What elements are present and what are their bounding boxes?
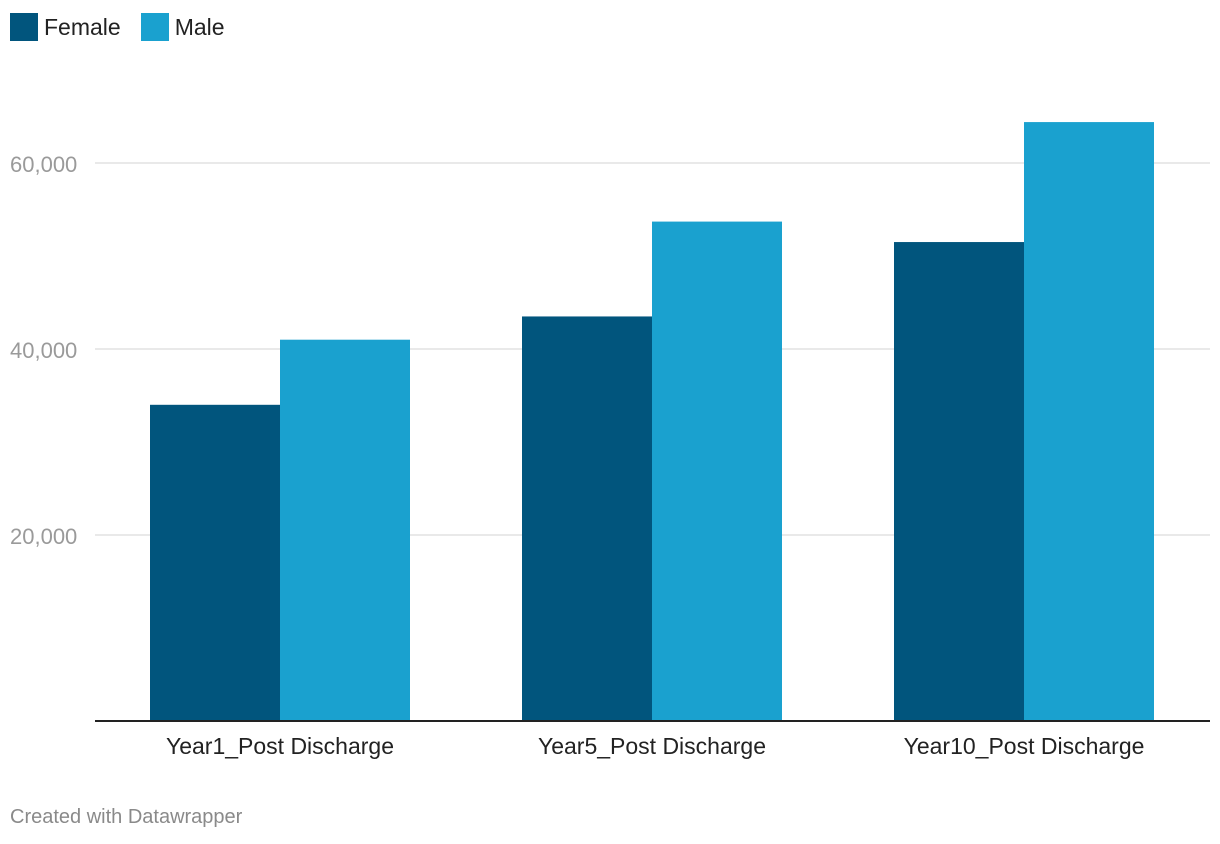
legend-swatch <box>140 13 169 41</box>
legend-swatch <box>10 13 38 41</box>
y-tick-label: 40,000 <box>10 338 77 363</box>
bar-male-3 <box>1024 122 1154 721</box>
legend-item-female: Female <box>10 13 121 41</box>
y-tick-label: 20,000 <box>10 524 77 549</box>
bar-male-1 <box>280 339 410 721</box>
legend-label: Female <box>44 13 121 40</box>
bar-female-2 <box>522 316 652 721</box>
legend: Female Male <box>10 12 245 42</box>
bar-female-1 <box>150 404 280 721</box>
x-tick-label: Year5_Post Discharge <box>538 733 766 759</box>
x-tick-label: Year1_Post Discharge <box>166 733 394 759</box>
legend-item-male: Male <box>140 13 225 41</box>
bar-male-2 <box>652 221 782 721</box>
y-tick-label: 60,000 <box>10 152 77 177</box>
datawrapper-credit[interactable]: Created with Datawrapper <box>10 806 243 828</box>
legend-label: Male <box>174 13 225 40</box>
bar-female-3 <box>894 242 1024 722</box>
x-tick-label: Year10_Post Discharge <box>904 733 1145 759</box>
